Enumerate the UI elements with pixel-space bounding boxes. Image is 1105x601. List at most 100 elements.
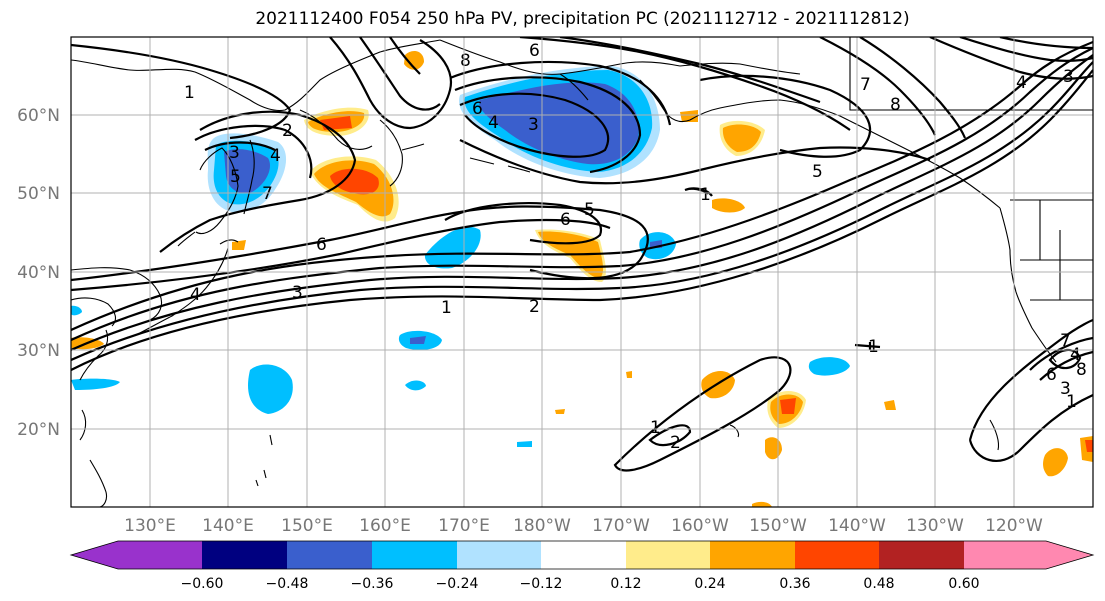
contour-label: 6 xyxy=(529,41,540,61)
contour-labels: 1 2 3 4 5 6 7 8 6 5 6 3 4 1 2 3 4 6 4 3 xyxy=(184,41,1087,453)
colorbar-segment xyxy=(287,541,372,569)
contour-label: 4 xyxy=(488,113,499,133)
positive-anomaly-region xyxy=(404,50,424,70)
positive-anomaly-region xyxy=(232,240,246,250)
contour-label: 8 xyxy=(890,95,901,115)
contour-label: 8 xyxy=(1076,360,1087,380)
contour-label: 3 xyxy=(528,115,539,135)
contour-label: 6 xyxy=(472,99,483,119)
colorbar-tick-label: −0.60 xyxy=(181,576,224,592)
colorbar-segment xyxy=(879,541,964,569)
lat-label: 40°N xyxy=(17,263,60,283)
colorbar-segment xyxy=(626,541,710,569)
contour-label: 1 xyxy=(441,298,452,318)
colorbar-segment xyxy=(457,541,541,569)
positive-anomaly-region xyxy=(712,198,745,213)
contour-label: 1 xyxy=(184,83,195,103)
contour-label: 8 xyxy=(460,51,471,71)
negative-anomaly-region xyxy=(479,82,639,165)
contour-label: 3 xyxy=(292,283,303,303)
colorbar-segment xyxy=(71,541,202,569)
contour-label: 4 xyxy=(270,146,281,166)
colorbar-tick-label: −0.12 xyxy=(520,576,563,592)
lat-label: 60°N xyxy=(17,106,60,126)
contour-label: 4 xyxy=(1016,73,1027,93)
colorbar-segment xyxy=(202,541,287,569)
lon-label: 130°W xyxy=(906,516,964,536)
colorbar-tick-label: 0.24 xyxy=(694,576,725,592)
positive-anomaly-region xyxy=(626,371,632,378)
colorbar-segment xyxy=(710,541,795,569)
positive-anomaly-region xyxy=(752,501,772,507)
contour-label: 7 xyxy=(860,75,871,95)
contour-label: 1 xyxy=(868,337,879,357)
lon-label: 150°E xyxy=(281,516,333,536)
colorbar-segment xyxy=(372,541,457,569)
colorbar: −0.60 −0.48 −0.36 −0.24 −0.12 0.12 0.24 … xyxy=(69,540,1095,592)
pv-contours xyxy=(71,37,1093,472)
gridlines xyxy=(71,37,1093,507)
lon-label: 160°E xyxy=(359,516,411,536)
positive-anomaly-region xyxy=(1085,440,1093,452)
negative-anomaly-region xyxy=(808,357,850,376)
positive-anomaly-region xyxy=(1043,448,1068,477)
longitude-labels: 130°E 140°E 150°E 160°E 170°E 180°W 170°… xyxy=(124,516,1043,536)
colorbar-tick-label: 0.48 xyxy=(863,576,894,592)
contour-label: 5 xyxy=(584,200,595,220)
negative-anomaly-region xyxy=(71,378,120,390)
map-frame xyxy=(70,36,1094,508)
positive-anomaly-region xyxy=(884,400,896,410)
colorbar-tick-label: 0.36 xyxy=(779,576,810,592)
negative-anomaly-region xyxy=(405,380,426,391)
contour-label: 3 xyxy=(1063,67,1074,87)
contour-label: 1 xyxy=(650,418,661,438)
lon-label: 180°W xyxy=(513,516,571,536)
contour-label: 6 xyxy=(1046,365,1057,385)
colorbar-segment xyxy=(541,541,626,569)
colorbar-segment xyxy=(795,541,879,569)
lon-label: 170°E xyxy=(438,516,490,536)
lon-label: 170°W xyxy=(592,516,650,536)
contour-label: 2 xyxy=(282,121,293,141)
colorbar-tick-label: −0.36 xyxy=(351,576,394,592)
colorbar-tick-label: 0.12 xyxy=(610,576,641,592)
contour-label: 4 xyxy=(1070,345,1081,365)
colorbar-tick-label: −0.24 xyxy=(436,576,479,592)
coastlines xyxy=(71,37,1093,507)
lat-label: 30°N xyxy=(17,341,60,361)
positive-anomaly-region xyxy=(330,168,379,195)
positive-anomaly-region xyxy=(555,409,565,414)
negative-anomaly-region xyxy=(71,305,82,316)
contour-label: 5 xyxy=(230,167,241,187)
contour-label: 7 xyxy=(262,184,273,204)
latitude-labels: 60°N 50°N 40°N 30°N 20°N xyxy=(17,106,60,440)
lat-label: 50°N xyxy=(17,184,60,204)
contour-label: 3 xyxy=(229,143,240,163)
colorbar-tick-label: −0.48 xyxy=(266,576,309,592)
positive-anomaly-region xyxy=(722,124,761,152)
lon-label: 130°E xyxy=(124,516,176,536)
lon-label: 120°W xyxy=(985,516,1043,536)
contour-label: 4 xyxy=(190,285,201,305)
lat-label: 20°N xyxy=(17,420,60,440)
contour-label: 1 xyxy=(700,185,711,205)
contour-label: 6 xyxy=(560,210,571,230)
colorbar-segment xyxy=(964,541,1093,569)
lon-label: 150°W xyxy=(749,516,807,536)
negative-anomaly-region xyxy=(410,336,426,344)
positive-anomaly-region xyxy=(780,398,796,414)
figure-title: 2021112400 F054 250 hPa PV, precipitatio… xyxy=(255,9,910,29)
contour-label: 5 xyxy=(812,162,823,182)
lon-label: 140°E xyxy=(202,516,254,536)
negative-anomaly-region xyxy=(424,226,481,269)
contour-label: 7 xyxy=(1060,331,1071,351)
positive-anomaly-region xyxy=(680,110,698,122)
negative-anomaly-region xyxy=(248,364,293,414)
contour-label: 6 xyxy=(316,235,327,255)
contour-label: 1 xyxy=(1066,392,1077,412)
contour-label: 2 xyxy=(670,433,681,453)
lon-label: 160°W xyxy=(671,516,729,536)
lon-label: 140°W xyxy=(828,516,886,536)
